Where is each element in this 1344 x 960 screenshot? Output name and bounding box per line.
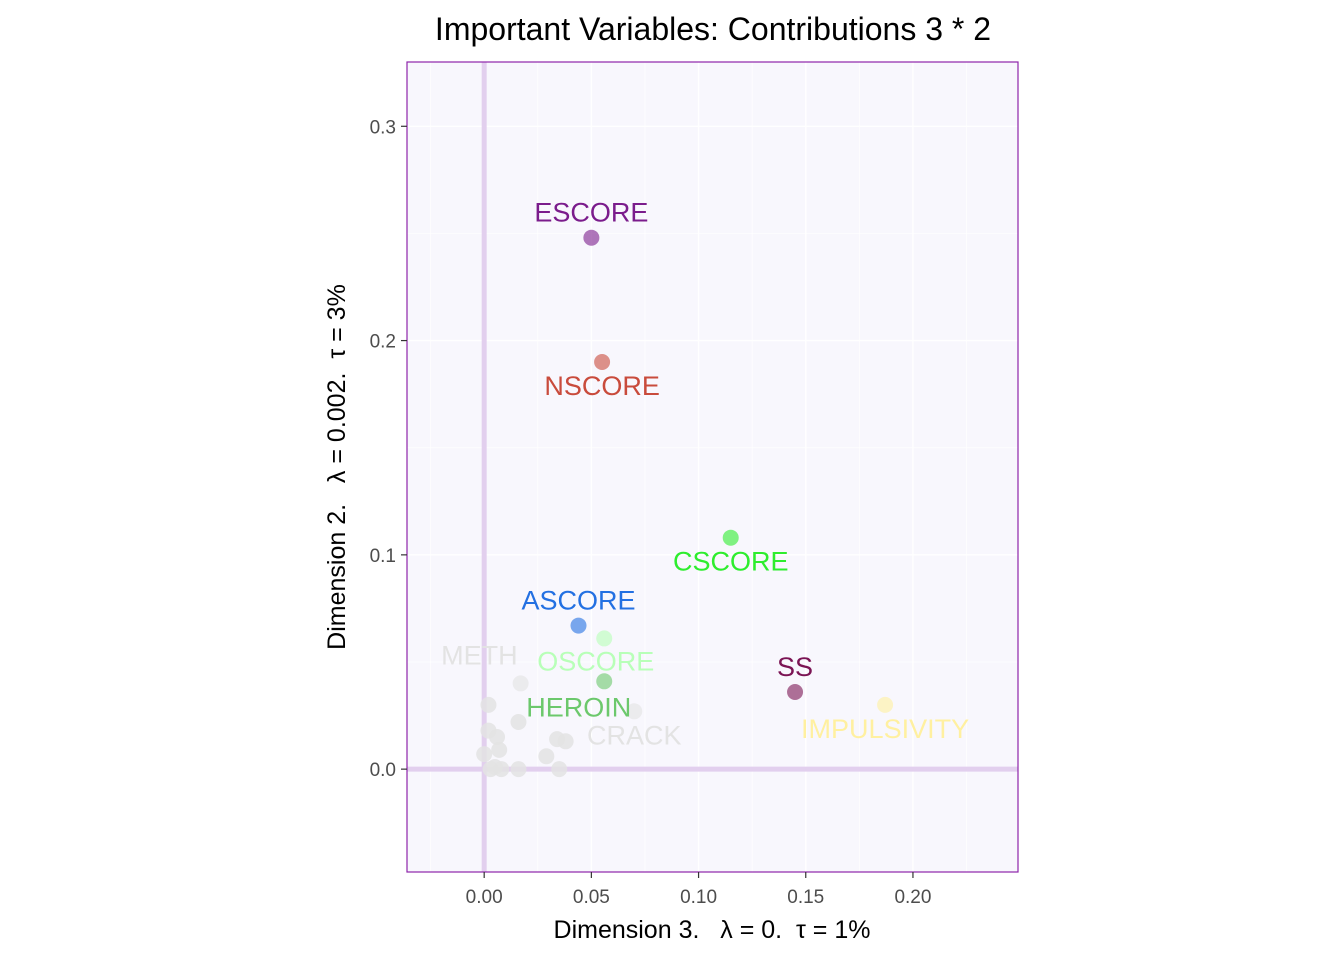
data-point [557,733,574,750]
point-label-ascore: ASCORE [521,586,635,616]
data-point [510,761,527,778]
y-axis-title: Dimension 2. λ = 0.002. τ = 3% [323,284,351,650]
point-label-impulsivity: IMPULSIVITY [801,714,969,744]
x-axis-title: Dimension 3. λ = 0. τ = 1% [554,916,871,944]
point-label-ss: SS [777,652,813,682]
point-label-escore: ESCORE [534,198,648,228]
x-tick-label: 0.05 [573,887,610,908]
plot-panel-border [406,61,1019,873]
x-tick-label: 0.20 [894,887,931,908]
y-tick-label: 0.2 [370,332,396,353]
data-point [551,761,568,778]
plot-panel [407,62,1018,872]
y-tick-label: 0.3 [370,117,396,138]
data-point [510,714,527,730]
data-point [538,748,555,765]
y-tick-label: 0.1 [370,546,396,567]
data-point-impulsivity [877,696,894,713]
y-tick-label: 0.0 [370,760,396,781]
point-label-heroin: HEROIN [526,692,631,722]
x-tick-label: 0.00 [466,887,503,908]
data-point [476,746,493,763]
data-point-cscore [722,529,739,546]
point-label-oscore: OSCORE [537,646,654,676]
data-point-crack [626,703,643,720]
data-point-oscore [596,630,613,647]
y-axis: 0.0 0.1 0.2 0.3 [370,117,407,781]
data-point [482,761,499,778]
data-point-meth [512,675,529,692]
data-point-heroin [596,673,613,690]
data-point [480,696,497,713]
point-label-crack: CRACK [587,720,682,750]
data-point [489,729,506,745]
unlabeled-points [476,696,574,778]
point-label-meth: METH [441,640,518,670]
data-point-nscore [594,354,611,370]
chart-title: Important Variables: Contributions 3 * 2 [435,11,991,47]
data-point-ss [787,684,804,700]
point-label-cscore: CSCORE [673,547,789,577]
point-label-nscore: NSCORE [544,371,660,401]
x-tick-label: 0.10 [680,887,717,908]
data-point [491,741,508,758]
labeled-points [512,229,894,720]
x-axis: 0.00 0.05 0.10 0.15 0.20 [466,872,931,908]
data-point-ascore [570,617,587,634]
point-labels: ESCORE NSCORE CSCORE ASCORE OSCORE HEROIN SS IM… [441,198,969,751]
data-point-escore [583,229,600,246]
x-tick-label: 0.15 [787,887,824,908]
